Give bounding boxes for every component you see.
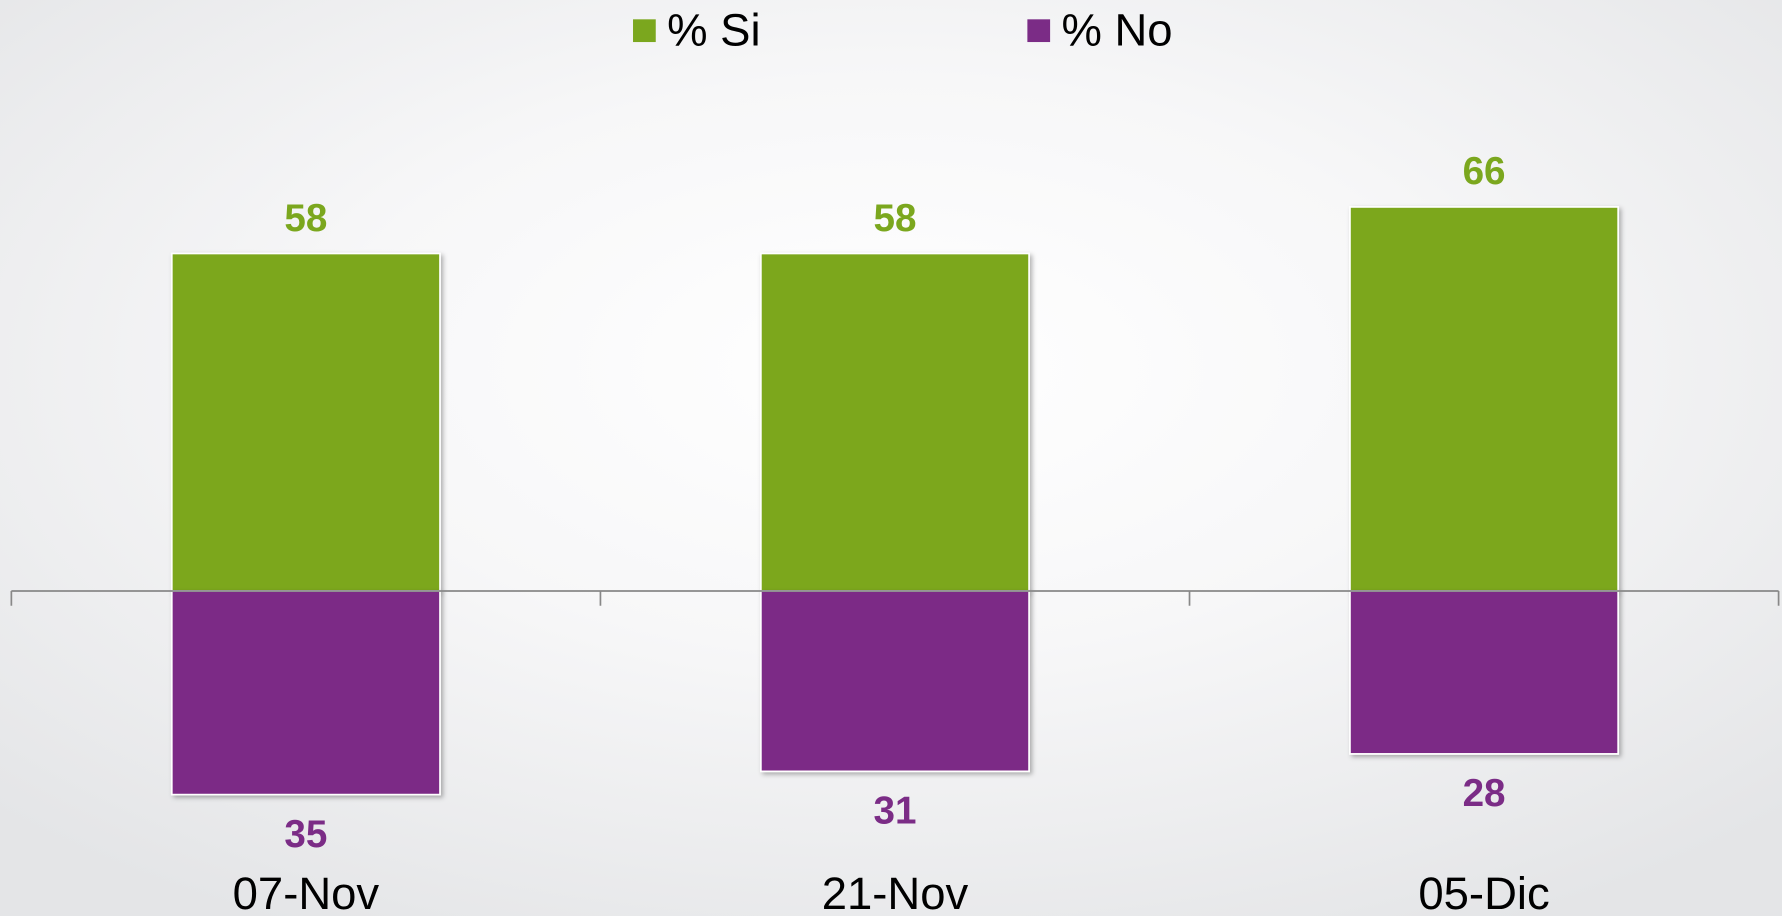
legend-label: % No [1061, 4, 1172, 55]
data-label: 58 [873, 197, 916, 240]
bar [760, 252, 1030, 592]
bar [170, 252, 441, 592]
data-label: 31 [873, 790, 916, 833]
bar [1349, 590, 1620, 755]
bar [1349, 206, 1620, 592]
legend-swatch [633, 19, 656, 43]
bar [170, 590, 441, 796]
legend-label: % Si [667, 4, 760, 55]
x-tick-label: 21-Nov [822, 868, 969, 916]
bar [760, 590, 1030, 773]
data-label: 28 [1463, 772, 1506, 815]
legend-swatch [1027, 19, 1051, 43]
data-label: 35 [284, 813, 327, 856]
data-label: 58 [284, 197, 327, 240]
data-label: 66 [1463, 150, 1506, 193]
x-tick-label: 05-Dic [1418, 868, 1549, 916]
x-tick-label: 07-Nov [233, 868, 380, 916]
